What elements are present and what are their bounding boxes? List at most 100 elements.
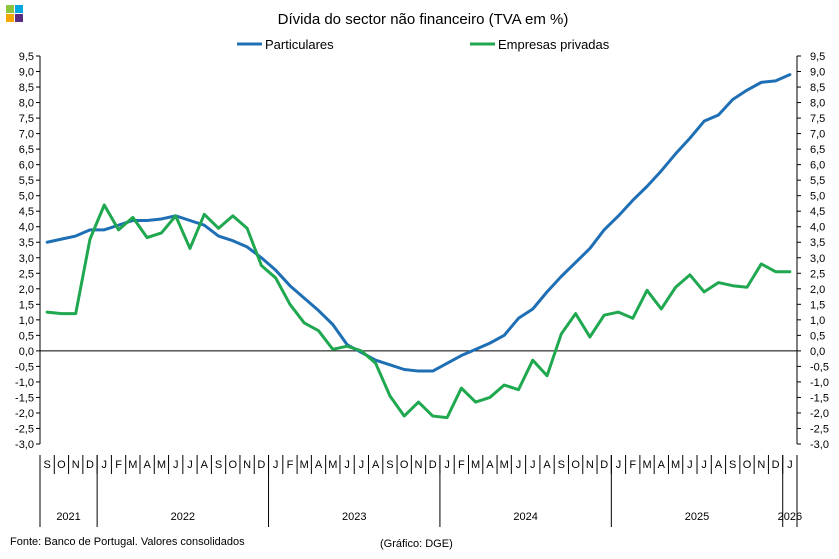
- y-tick-label-left: 9,0: [19, 67, 34, 79]
- y-tick-label-left: -0,5: [15, 361, 34, 373]
- x-month-label: S: [729, 459, 736, 471]
- x-month-label: N: [415, 459, 423, 471]
- logo-square-4: [15, 14, 23, 22]
- y-tick-label-left: 8,0: [19, 98, 34, 110]
- x-month-label: S: [386, 459, 393, 471]
- x-month-label: M: [500, 459, 509, 471]
- y-tick-label-right: 0,5: [810, 330, 825, 342]
- x-year-label: 2025: [685, 511, 709, 523]
- y-tick-label-left: 5,5: [19, 175, 34, 187]
- y-tick-label-left: 0,0: [19, 346, 34, 358]
- x-month-label: F: [629, 459, 636, 471]
- y-tick-label-right: 6,0: [810, 160, 825, 172]
- y-tick-label-right: 2,0: [810, 284, 825, 296]
- series-line-particulares: [45, 73, 792, 373]
- x-month-label: J: [616, 459, 622, 471]
- y-tick-label-left: -3,0: [15, 439, 34, 451]
- logo-square-3: [6, 14, 14, 22]
- y-tick-label-right: 5,0: [810, 191, 825, 203]
- y-tick-label-left: 3,0: [19, 253, 34, 265]
- x-month-label: A: [658, 459, 666, 471]
- y-tick-label-right: 2,5: [810, 268, 825, 280]
- y-tick-label-right: -3,0: [810, 439, 829, 451]
- x-month-label: M: [328, 459, 337, 471]
- y-tick-label-left: 8,5: [19, 82, 34, 94]
- y-tick-label-right: -1,0: [810, 377, 829, 389]
- x-month-label: J: [273, 459, 279, 471]
- x-month-label: M: [300, 459, 309, 471]
- y-tick-label-left: 0,5: [19, 330, 34, 342]
- y-tick-label-right: -2,0: [810, 408, 829, 420]
- y-tick-label-left: 7,0: [19, 129, 34, 141]
- y-tick-label-right: 5,5: [810, 175, 825, 187]
- x-year-label: 2026: [778, 511, 802, 523]
- x-month-label: A: [315, 459, 323, 471]
- y-tick-label-right: -1,5: [810, 392, 829, 404]
- x-month-label: A: [543, 459, 551, 471]
- y-tick-label-right: 7,5: [810, 113, 825, 125]
- y-tick-label-left: 4,5: [19, 206, 34, 218]
- y-tick-label-right: 9,0: [810, 67, 825, 79]
- x-month-label: J: [173, 459, 179, 471]
- series-line-empresas-privadas: [45, 203, 792, 420]
- legend: Particulares Empresas privadas: [237, 37, 610, 52]
- x-month-label: J: [687, 459, 693, 471]
- x-month-label: N: [72, 459, 80, 471]
- x-month-label: N: [243, 459, 251, 471]
- y-tick-label-left: 3,5: [19, 237, 34, 249]
- x-month-label: J: [187, 459, 193, 471]
- x-month-label: A: [201, 459, 209, 471]
- y-tick-label-right: 6,5: [810, 144, 825, 156]
- x-month-label: M: [642, 459, 651, 471]
- x-month-label: D: [257, 459, 265, 471]
- x-month-label: M: [471, 459, 480, 471]
- y-tick-label-left: 6,5: [19, 144, 34, 156]
- x-month-label: F: [458, 459, 465, 471]
- y-tick-label-left: -1,5: [15, 392, 34, 404]
- x-month-label: N: [757, 459, 765, 471]
- footer-credit: (Gráfico: DGE): [380, 538, 453, 550]
- y-tick-label-left: -2,0: [15, 408, 34, 420]
- y-tick-label-right: -0,5: [810, 361, 829, 373]
- y-tick-label-left: 7,5: [19, 113, 34, 125]
- x-month-label: S: [215, 459, 222, 471]
- y-tick-label-right: 3,5: [810, 237, 825, 249]
- footer-source: Fonte: Banco de Portugal. Valores consol…: [10, 536, 245, 548]
- x-year-label: 2021: [56, 511, 80, 523]
- y-tick-label-right: 4,0: [810, 222, 825, 234]
- x-month-label: A: [715, 459, 723, 471]
- x-month-label: A: [486, 459, 494, 471]
- x-month-label: O: [57, 459, 66, 471]
- chart-title: Dívida do sector não financeiro (TVA em …: [278, 11, 569, 28]
- logo-square-2: [15, 5, 23, 13]
- axes: -3,0 -3,0 -2,5 -2,5 -2,0 -2,0 -1,5 -1,5 -1,0 -1,0…: [15, 51, 829, 451]
- y-tick-label-right: 4,5: [810, 206, 825, 218]
- legend-label-empresas: Empresas privadas: [498, 37, 610, 52]
- y-tick-label-right: 8,5: [810, 82, 825, 94]
- x-month-label: J: [344, 459, 350, 471]
- y-tick-label-left: 2,0: [19, 284, 34, 296]
- x-month-label: J: [787, 459, 793, 471]
- logo-icon: [6, 5, 23, 22]
- x-year-label: 2023: [342, 511, 366, 523]
- y-tick-label-right: 9,5: [810, 51, 825, 63]
- x-month-label: N: [586, 459, 594, 471]
- y-tick-label-left: 2,5: [19, 268, 34, 280]
- y-tick-label-right: 0,0: [810, 346, 825, 358]
- y-tick-label-left: 4,0: [19, 222, 34, 234]
- x-month-label: J: [701, 459, 707, 471]
- x-month-label: A: [372, 459, 380, 471]
- series-lines: [45, 73, 792, 420]
- x-month-label: J: [530, 459, 536, 471]
- y-tick-label-right: 8,0: [810, 98, 825, 110]
- x-month-label: M: [128, 459, 137, 471]
- x-month-label: O: [743, 459, 752, 471]
- y-tick-label-left: 6,0: [19, 160, 34, 172]
- y-tick-label-right: 3,0: [810, 253, 825, 265]
- x-year-label: 2024: [513, 511, 537, 523]
- y-tick-label-left: -1,0: [15, 377, 34, 389]
- x-month-label: J: [359, 459, 365, 471]
- x-month-label: D: [429, 459, 437, 471]
